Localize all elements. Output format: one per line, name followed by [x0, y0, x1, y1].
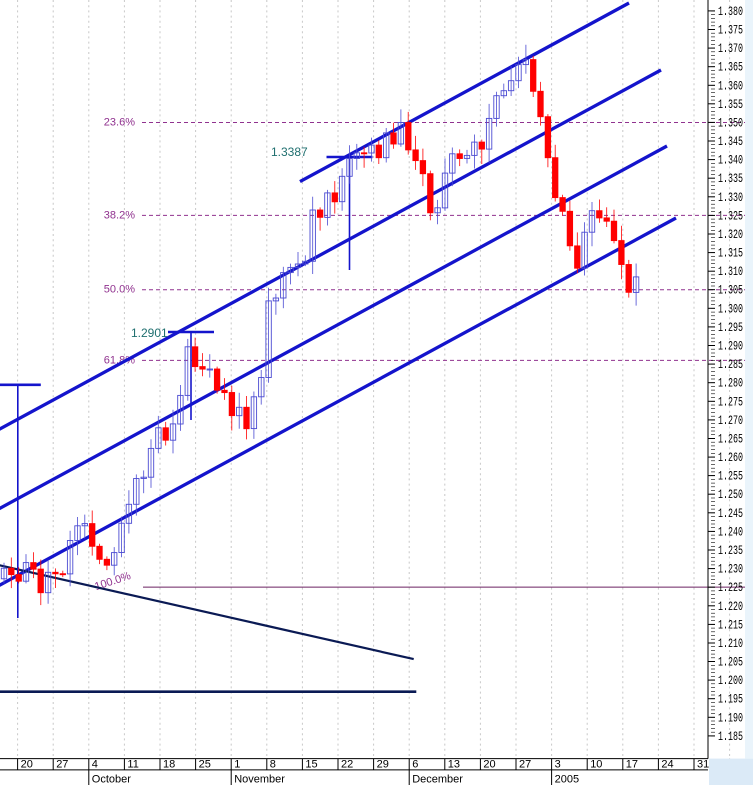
svg-text:1.335: 1.335 [718, 172, 743, 186]
svg-text:15: 15 [305, 759, 317, 771]
svg-text:1.2901: 1.2901 [131, 326, 168, 340]
svg-text:50.0%: 50.0% [104, 284, 135, 296]
svg-text:1.205: 1.205 [718, 656, 743, 670]
svg-text:10: 10 [590, 759, 602, 771]
svg-text:31: 31 [697, 759, 709, 771]
svg-text:1: 1 [234, 759, 240, 771]
svg-text:1.195: 1.195 [718, 693, 743, 707]
svg-text:38.2%: 38.2% [104, 209, 135, 221]
svg-text:20: 20 [483, 759, 495, 771]
svg-text:1.355: 1.355 [718, 98, 743, 112]
svg-text:October: October [92, 774, 131, 785]
svg-text:1.245: 1.245 [718, 507, 743, 521]
svg-text:1.365: 1.365 [718, 61, 743, 75]
svg-text:20: 20 [21, 759, 33, 771]
svg-text:22: 22 [341, 759, 353, 771]
svg-text:1.310: 1.310 [718, 265, 743, 279]
svg-text:25: 25 [199, 759, 211, 771]
svg-text:1.300: 1.300 [718, 302, 743, 316]
svg-text:1.330: 1.330 [718, 191, 743, 205]
svg-text:2005: 2005 [555, 774, 579, 785]
svg-text:1.270: 1.270 [718, 414, 743, 428]
svg-text:1.350: 1.350 [718, 116, 743, 130]
svg-text:1.255: 1.255 [718, 470, 743, 484]
svg-text:3: 3 [555, 759, 561, 771]
svg-text:1.260: 1.260 [718, 451, 743, 465]
svg-text:8: 8 [270, 759, 276, 771]
svg-text:1.190: 1.190 [718, 711, 743, 725]
svg-text:1.265: 1.265 [718, 433, 743, 447]
svg-text:1.220: 1.220 [718, 600, 743, 614]
svg-text:27: 27 [56, 759, 68, 771]
svg-text:1.185: 1.185 [718, 730, 743, 744]
svg-text:1.210: 1.210 [718, 637, 743, 651]
svg-text:1.225: 1.225 [718, 581, 743, 595]
svg-text:6: 6 [412, 759, 418, 771]
svg-text:December: December [412, 774, 463, 785]
svg-text:17: 17 [626, 759, 638, 771]
svg-text:1.230: 1.230 [718, 563, 743, 577]
svg-text:1.215: 1.215 [718, 618, 743, 632]
svg-text:100.0%: 100.0% [93, 570, 132, 593]
svg-text:11: 11 [127, 759, 138, 771]
svg-text:1.370: 1.370 [718, 42, 743, 56]
svg-text:13: 13 [448, 759, 460, 771]
svg-text:18: 18 [163, 759, 175, 771]
svg-text:29: 29 [377, 759, 389, 771]
svg-text:1.285: 1.285 [718, 358, 743, 372]
svg-text:1.250: 1.250 [718, 488, 743, 502]
svg-text:1.360: 1.360 [718, 79, 743, 93]
svg-text:1.3387: 1.3387 [271, 145, 308, 159]
svg-text:1.345: 1.345 [718, 135, 743, 149]
svg-text:1.235: 1.235 [718, 544, 743, 558]
svg-text:4: 4 [92, 759, 98, 771]
svg-text:1.295: 1.295 [718, 321, 743, 335]
svg-text:27: 27 [519, 759, 531, 771]
svg-text:1.280: 1.280 [718, 377, 743, 391]
svg-text:1.290: 1.290 [718, 340, 743, 354]
svg-text:1.320: 1.320 [718, 228, 743, 242]
svg-text:1.200: 1.200 [718, 674, 743, 688]
svg-text:1.275: 1.275 [718, 395, 743, 409]
svg-text:23.6%: 23.6% [104, 116, 135, 128]
svg-text:1.375: 1.375 [718, 24, 743, 38]
svg-text:1.240: 1.240 [718, 525, 743, 539]
svg-text:1.340: 1.340 [718, 154, 743, 168]
svg-text:1.380: 1.380 [718, 5, 743, 19]
svg-text:24: 24 [661, 759, 673, 771]
svg-text:November: November [234, 774, 285, 785]
svg-text:1.315: 1.315 [718, 247, 743, 261]
svg-text:1.325: 1.325 [718, 209, 743, 223]
svg-text:1.305: 1.305 [718, 284, 743, 298]
